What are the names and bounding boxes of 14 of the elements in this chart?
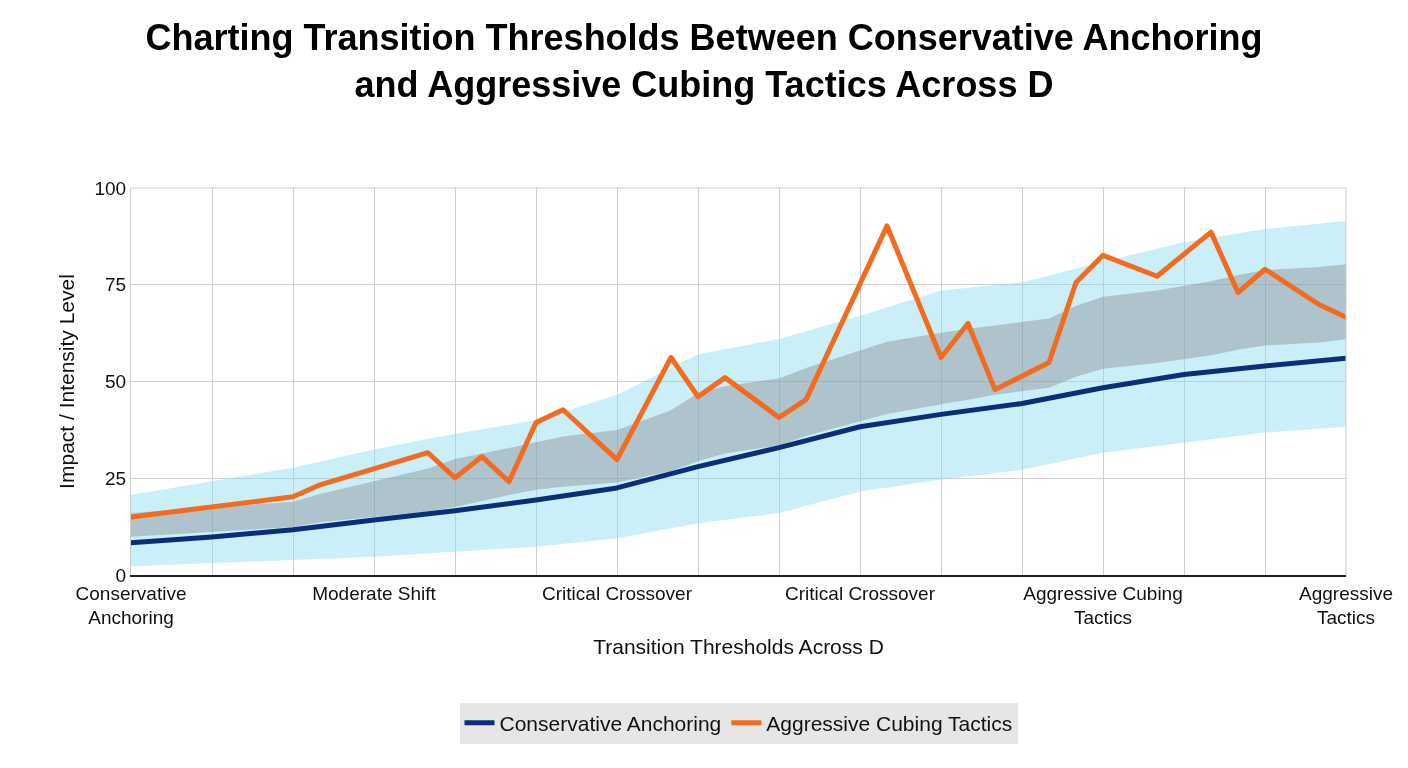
- x-tick-label: Moderate Shift: [312, 582, 437, 604]
- x-tick-label: Aggressive Tactics: [1299, 582, 1393, 629]
- x-tick-label: Critical Crossover: [785, 582, 936, 604]
- x-tick-label: Aggressive Cubing Tactics: [1023, 582, 1183, 629]
- chart-title: Charting Transition Thresholds Between Conservative Anchoring and Aggressive Cubing Tactics Across D: [145, 16, 1263, 105]
- y-tick-label: 50: [105, 371, 127, 393]
- legend-label: Conservative Anchoring: [499, 712, 722, 736]
- y-axis-title: Impact / Intensity Level: [54, 274, 78, 489]
- legend-label: Aggressive Cubing Tactics: [766, 712, 1013, 736]
- y-tick-label: 100: [94, 177, 127, 199]
- x-axis-title: Transition Thresholds Across D: [593, 634, 884, 658]
- y-tick-label: 75: [105, 274, 127, 296]
- x-tick-label: Critical Crossover: [542, 582, 693, 604]
- y-tick-label: 25: [105, 467, 127, 489]
